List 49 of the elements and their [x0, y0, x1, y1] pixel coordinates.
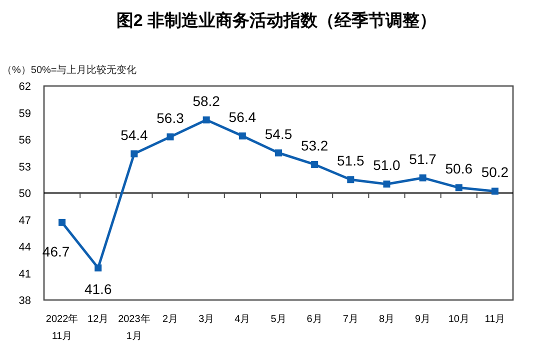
text: 58.2	[192, 92, 220, 109]
text: 50.6	[445, 160, 473, 177]
x-tick-label: 5月	[270, 314, 286, 325]
point	[491, 188, 498, 195]
y-tick-label: 56	[18, 134, 31, 146]
x-tick-label: 3月	[198, 314, 214, 325]
point	[311, 160, 318, 168]
x-tick-label: 7月	[342, 314, 358, 325]
point	[166, 133, 174, 140]
point	[94, 264, 102, 272]
text: 51.5	[337, 152, 364, 169]
x-tick-label: 9月	[415, 314, 431, 325]
text: 54.5	[264, 126, 292, 142]
text: 51.7	[409, 150, 436, 167]
point	[58, 218, 66, 226]
y-tick-label: 38	[18, 295, 31, 307]
x-tick-label: 11月	[484, 314, 506, 325]
y-tick-label: 50	[18, 188, 31, 200]
y-tick-label: 47	[18, 214, 31, 227]
point	[130, 150, 138, 158]
x-tick-label: 2022年 11月	[46, 313, 78, 342]
text: 56.4	[228, 108, 256, 125]
text: 56.3	[156, 110, 184, 126]
x-tick-label: 2023年 1月	[118, 313, 150, 342]
x-tick-label: 6月	[306, 314, 322, 325]
y-tick-label: 53	[18, 161, 31, 174]
point	[347, 176, 354, 184]
x-tick-label: 12月	[88, 314, 109, 325]
y-tick-label: 59	[18, 108, 31, 120]
text: 51.0	[373, 157, 400, 174]
y-tick-label: 62	[18, 81, 31, 93]
text: 54.4	[120, 126, 148, 143]
text: 50.2	[481, 164, 509, 180]
x-tick-label: 8月	[378, 314, 395, 325]
point	[383, 180, 390, 188]
point	[419, 174, 426, 182]
x-tick-label: 4月	[234, 314, 250, 325]
chart-subtitle: （%）50%=与上月比较无变化	[2, 64, 137, 76]
text: 41.6	[84, 280, 112, 297]
point	[238, 132, 246, 140]
point	[202, 116, 210, 124]
x-tick-label: 2月	[162, 314, 178, 325]
x-tick-label: 10月	[448, 314, 470, 325]
text: 53.2	[300, 137, 328, 154]
y-tick-label: 44	[18, 242, 31, 254]
point	[455, 184, 462, 192]
point	[275, 149, 282, 156]
chart-title: 图2 非制造业商务活动指数（经季节调整）	[116, 11, 437, 30]
y-tick-label: 41	[18, 268, 31, 280]
